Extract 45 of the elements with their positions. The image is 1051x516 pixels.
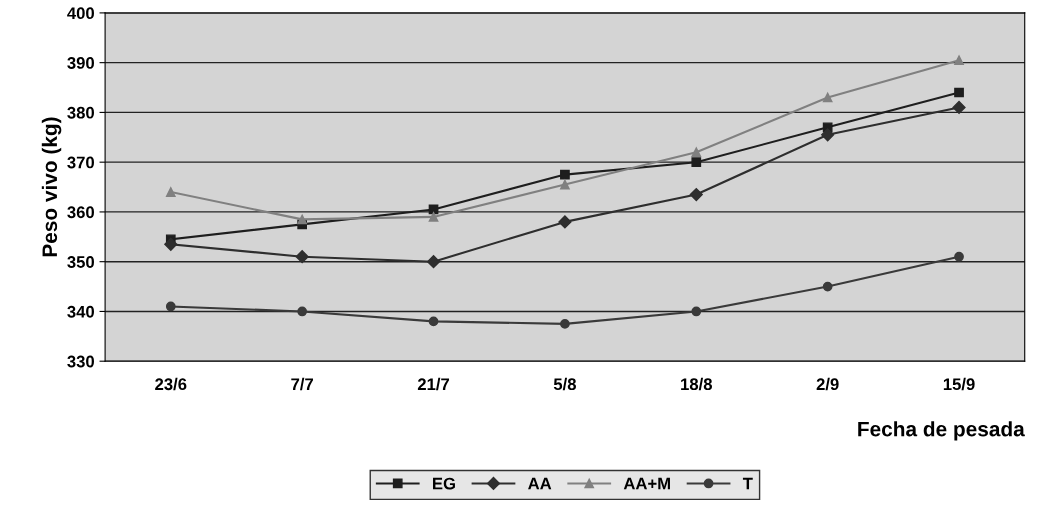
x-tick-label: 15/9 bbox=[943, 377, 975, 391]
y-axis-title: Peso vivo (kg) bbox=[41, 117, 62, 257]
point bbox=[428, 316, 439, 327]
point bbox=[954, 87, 964, 98]
y-tick-label: 360 bbox=[67, 206, 94, 219]
point bbox=[165, 301, 176, 312]
y-tick-label: 400 bbox=[67, 7, 94, 20]
legend-label: AA+M bbox=[623, 477, 670, 490]
point bbox=[954, 55, 964, 66]
point bbox=[164, 237, 178, 251]
point bbox=[297, 306, 308, 317]
y-tick-label: 390 bbox=[67, 57, 94, 69]
x-tick-label: 2/9 bbox=[816, 377, 839, 391]
point bbox=[560, 179, 570, 190]
y-tick-label: 380 bbox=[67, 106, 94, 119]
y-tick-label: 370 bbox=[67, 156, 94, 169]
point bbox=[428, 212, 439, 222]
point bbox=[821, 128, 835, 142]
point bbox=[691, 147, 702, 158]
point bbox=[954, 251, 964, 262]
x-tick-label: 7/7 bbox=[291, 377, 314, 391]
x-tick-label: 23/6 bbox=[155, 377, 187, 391]
point bbox=[952, 100, 966, 115]
x-tick-label: 5/8 bbox=[553, 377, 576, 391]
point bbox=[165, 187, 176, 197]
legend-label: T bbox=[742, 477, 753, 490]
x-axis-title: Fecha de pesada bbox=[858, 421, 1025, 441]
point bbox=[691, 306, 702, 317]
legend-label: EG bbox=[433, 477, 455, 490]
x-tick-label: 18/8 bbox=[681, 377, 712, 391]
point bbox=[822, 92, 833, 103]
y-tick-label: 340 bbox=[67, 305, 94, 318]
point bbox=[560, 319, 570, 329]
point bbox=[558, 215, 572, 229]
point bbox=[560, 169, 570, 180]
y-tick-label: 350 bbox=[67, 256, 94, 268]
point bbox=[691, 157, 702, 168]
point bbox=[426, 255, 441, 269]
legend-label: AA bbox=[528, 477, 552, 490]
point bbox=[689, 187, 703, 202]
point bbox=[295, 250, 309, 264]
y-tick-label: 330 bbox=[67, 355, 94, 368]
point bbox=[297, 214, 308, 225]
x-tick-label: 21/7 bbox=[417, 377, 450, 391]
point bbox=[822, 281, 833, 292]
